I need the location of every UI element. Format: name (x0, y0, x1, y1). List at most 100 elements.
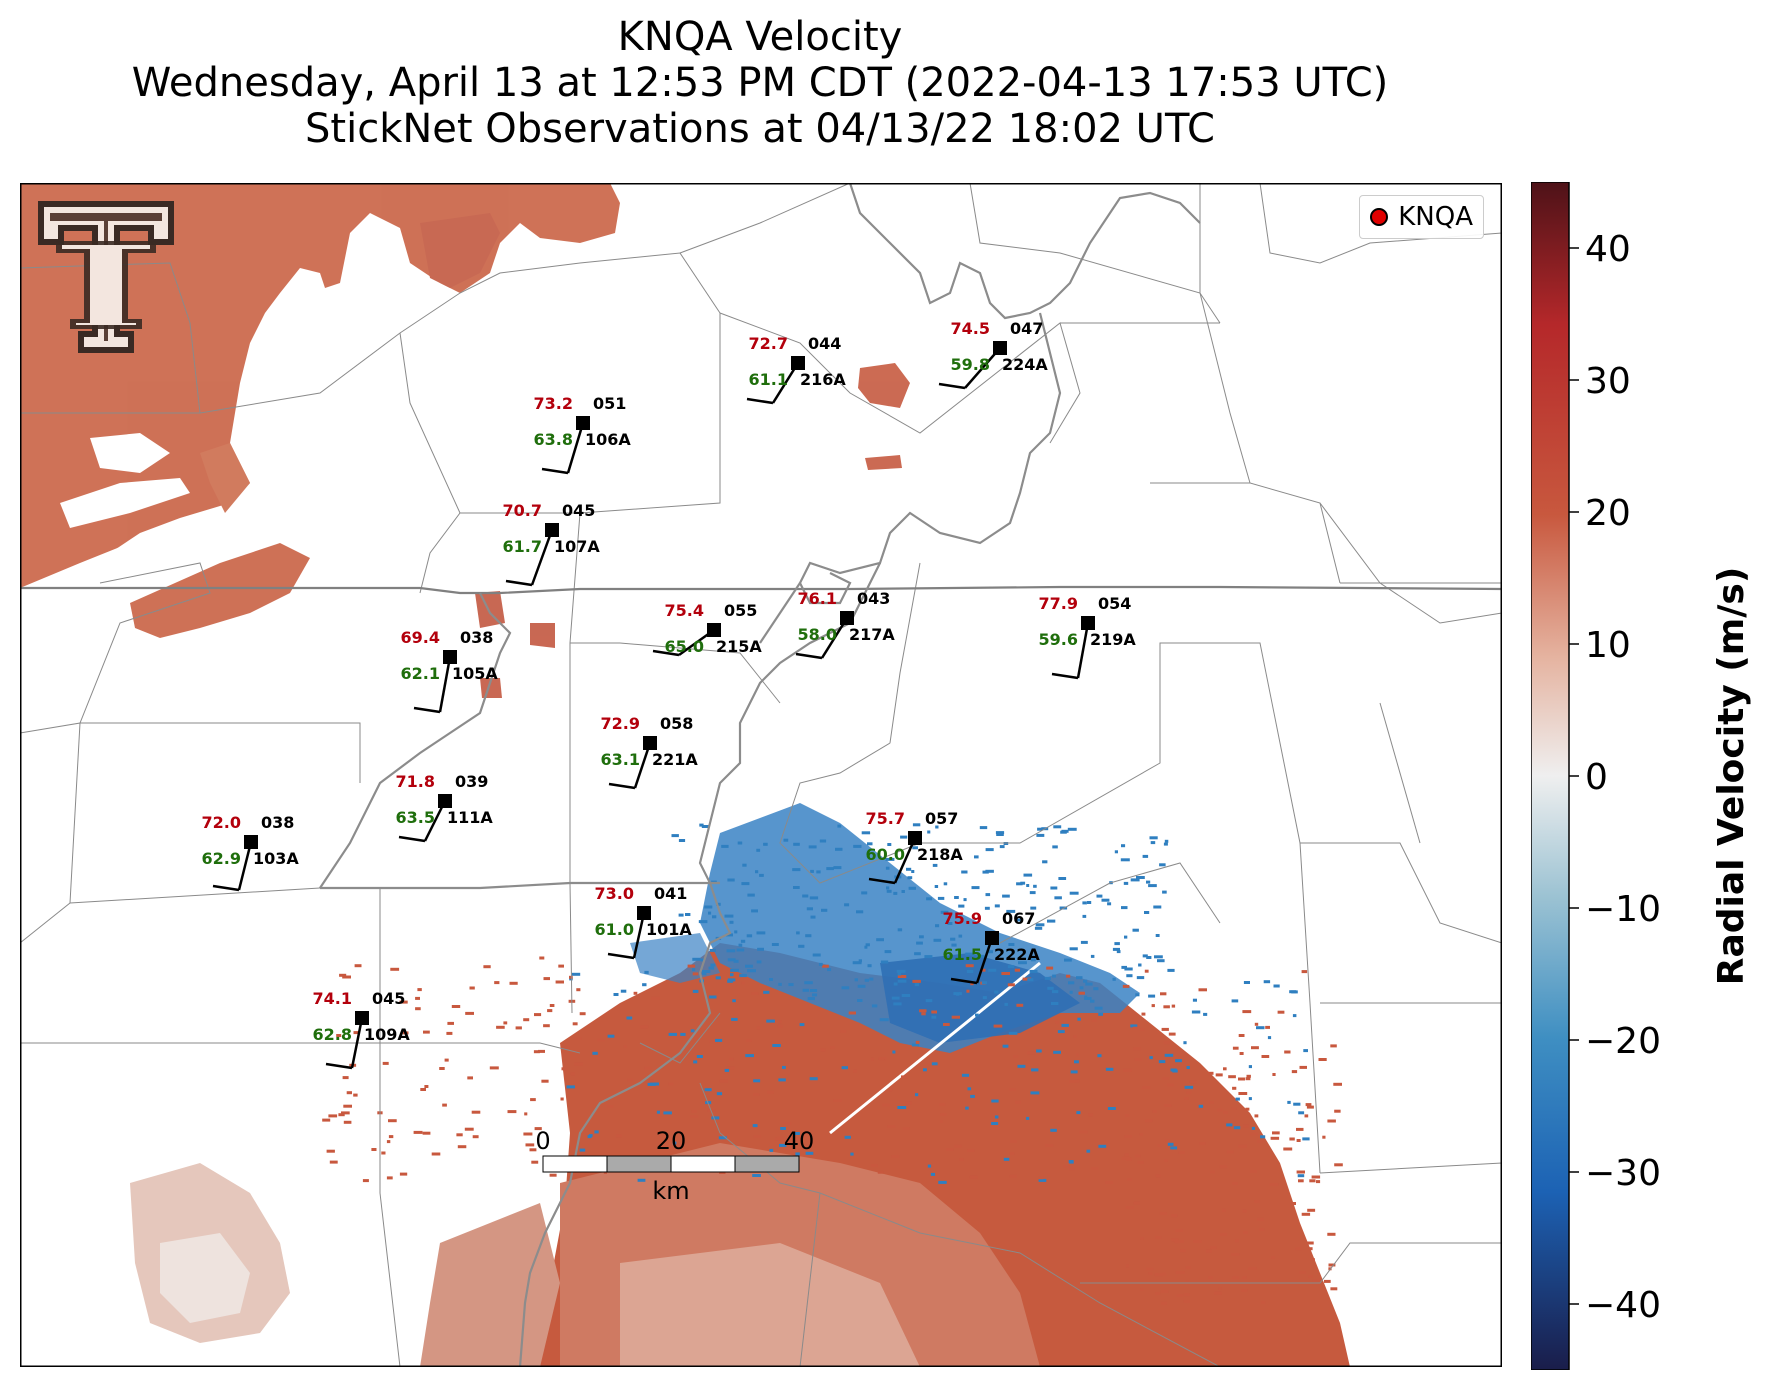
echo-speckle (322, 1118, 331, 1122)
station-plot-111a[interactable]: 71.8 039 63.5 111A (396, 772, 494, 843)
echo-speckle (1096, 894, 1103, 898)
echo-speckle (525, 1143, 535, 1147)
station-pressure: 054 (1098, 594, 1131, 613)
echo-speckle (1133, 1047, 1141, 1051)
echo-speckle (1080, 940, 1088, 944)
echo-speckle (431, 1152, 441, 1156)
echo-speckle (879, 1018, 889, 1022)
station-id: 106A (585, 430, 631, 449)
echo-speckle (1140, 1288, 1144, 1292)
echo-speckle (465, 1011, 474, 1015)
echo-speckle (965, 952, 975, 956)
radar-map-panel[interactable]: 74.5 047 59.8 224A 72.7 044 61.1 216A 73.2 051 63.… (20, 183, 1502, 1367)
station-plot-218a[interactable]: 75.7 057 60.0 218A (866, 809, 964, 885)
echo-speckle (965, 964, 974, 968)
echo-speckle (671, 834, 679, 838)
colorbar-tick-label: 10 (1585, 625, 1631, 666)
echo-speckle (1238, 1144, 1247, 1148)
echo-speckle (704, 1088, 712, 1092)
echo-speckle (965, 1106, 969, 1110)
station-plot-224a[interactable]: 74.5 047 59.8 224A (938, 319, 1048, 390)
station-plot-106a[interactable]: 73.2 051 63.8 106A (534, 394, 632, 475)
echo-speckle (692, 968, 696, 972)
echo-speckle (1322, 1135, 1326, 1139)
echo-speckle (1052, 845, 1058, 849)
station-plot-107a[interactable]: 70.7 045 61.7 107A (503, 501, 601, 587)
station-plot-219a[interactable]: 77.9 054 59.6 219A (1039, 594, 1137, 680)
velocity-echo-south (130, 943, 1350, 1367)
echo-speckle (725, 933, 733, 937)
echo-speckle (413, 1130, 423, 1134)
echo-speckle (1168, 1032, 1176, 1036)
station-pressure: 045 (372, 989, 405, 1008)
echo-speckle (1230, 1252, 1240, 1256)
echo-speckle (1289, 1137, 1295, 1141)
station-dewpoint: 60.0 (866, 845, 905, 864)
echo-speckle (798, 944, 805, 948)
echo-speckle (1082, 914, 1087, 918)
echo-speckle (807, 997, 815, 1001)
echo-speckle (885, 857, 895, 861)
echo-speckle (810, 869, 814, 873)
echo-speckle (1124, 935, 1128, 939)
echo-speckle (1239, 1052, 1244, 1055)
echo-speckle (954, 896, 959, 899)
colorbar-label: Radial Velocity (m/s) (1711, 567, 1752, 986)
station-marker-icon (355, 1011, 369, 1025)
colorbar-tick-label: 20 (1585, 493, 1631, 534)
echo-speckle (985, 848, 994, 852)
station-plot-216a[interactable]: 72.7 044 61.1 216A (746, 334, 846, 405)
wind-barb-shaft (633, 742, 652, 789)
echo-speckle (1183, 1299, 1191, 1303)
echo-speckle (1155, 1174, 1161, 1178)
station-plot-217a[interactable]: 76.1 043 58.0 217A (795, 589, 895, 660)
radar-site-marker-icon (1370, 208, 1389, 226)
echo-speckle (848, 1011, 856, 1015)
echo-speckle (1029, 891, 1036, 895)
echo-speckle (620, 989, 627, 993)
echo-speckle (1328, 1263, 1336, 1267)
echo-speckle (1002, 894, 1010, 898)
echo-speckle (974, 855, 979, 859)
station-plot-221a[interactable]: 72.9 058 63.1 221A (601, 714, 699, 790)
echo-speckle (1189, 1080, 1197, 1084)
echo-speckle (915, 1093, 919, 1097)
station-plot-101a[interactable]: 73.0 041 61.0 101A (595, 884, 693, 960)
echo-speckle (613, 993, 619, 996)
echo-speckle (1296, 1170, 1305, 1174)
station-plot-215a[interactable]: 75.4 055 65.0 215A (652, 601, 762, 657)
echo-speckle (1192, 998, 1197, 1002)
echo-speckle (1038, 1178, 1047, 1182)
radar-map[interactable]: 74.5 047 59.8 224A 72.7 044 61.1 216A 73.2 051 63.… (20, 183, 1502, 1367)
echo-speckle (1191, 1010, 1201, 1014)
echo-speckle (558, 964, 564, 968)
station-dewpoint: 65.0 (665, 637, 704, 656)
station-temperature: 73.2 (534, 394, 573, 413)
echo-speckle (1027, 978, 1034, 982)
echo-speckle (1263, 980, 1271, 984)
echo-speckle (1163, 1005, 1170, 1009)
station-pressure: 041 (654, 884, 687, 903)
echo-speckle (1151, 1004, 1155, 1008)
station-id: 218A (917, 845, 963, 864)
echo-speckle (993, 1024, 1003, 1028)
echo-speckle (1198, 1104, 1204, 1108)
echo-speckle (887, 1125, 896, 1129)
echo-speckle (1047, 919, 1056, 923)
echo-speckle (1010, 1140, 1017, 1143)
echo-speckle (1242, 1010, 1252, 1014)
echo-speckle (422, 1131, 431, 1135)
station-plot-222a[interactable]: 75.9 067 61.5 222A (943, 909, 1041, 985)
echo-speckle (802, 894, 809, 898)
echo-speckle (1309, 1179, 1316, 1183)
station-plot-109a[interactable]: 74.1 045 62.8 109A (313, 989, 411, 1070)
echo-speckle (752, 1093, 760, 1097)
station-plot-103a[interactable]: 72.0 038 62.9 103A (202, 813, 300, 892)
echo-speckle (1308, 1274, 1313, 1278)
echo-speckle (852, 961, 862, 965)
echo-speckle (970, 1094, 975, 1098)
station-plot-105a[interactable]: 69.4 038 62.1 105A (401, 628, 499, 714)
station-pressure: 057 (925, 809, 958, 828)
echo-speckle (1271, 1255, 1275, 1259)
station-temperature: 73.0 (595, 884, 634, 903)
